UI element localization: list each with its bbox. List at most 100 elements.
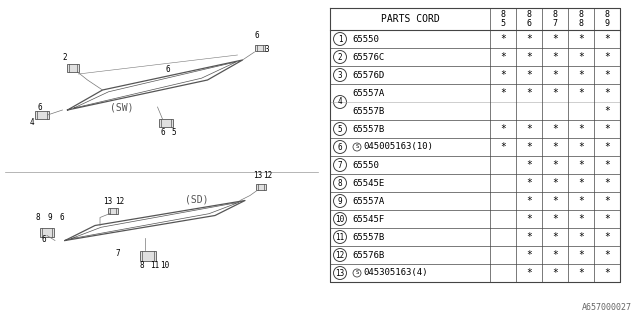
Text: *: * bbox=[526, 160, 532, 170]
Text: 65557A: 65557A bbox=[352, 89, 384, 98]
Text: 6: 6 bbox=[161, 128, 165, 137]
Text: 7: 7 bbox=[115, 249, 120, 258]
Text: *: * bbox=[604, 142, 610, 152]
Text: 6: 6 bbox=[338, 142, 342, 151]
Text: 3: 3 bbox=[264, 45, 269, 54]
Text: *: * bbox=[552, 52, 558, 62]
Text: 8: 8 bbox=[527, 10, 531, 19]
Text: *: * bbox=[578, 178, 584, 188]
Text: *: * bbox=[552, 178, 558, 188]
Text: *: * bbox=[604, 106, 610, 116]
Text: *: * bbox=[604, 52, 610, 62]
Bar bbox=[256, 183, 266, 189]
Text: 8: 8 bbox=[35, 213, 40, 222]
Text: 65576B: 65576B bbox=[352, 251, 384, 260]
Text: 10: 10 bbox=[335, 214, 344, 223]
Text: *: * bbox=[552, 268, 558, 278]
Text: 65576C: 65576C bbox=[352, 52, 384, 61]
Text: 8: 8 bbox=[338, 179, 342, 188]
Text: *: * bbox=[604, 70, 610, 80]
Text: 13: 13 bbox=[335, 268, 344, 277]
Text: (SW): (SW) bbox=[110, 102, 134, 112]
Text: 65576D: 65576D bbox=[352, 70, 384, 79]
Text: *: * bbox=[526, 214, 532, 224]
Text: 7: 7 bbox=[552, 19, 557, 28]
Text: 65557B: 65557B bbox=[352, 107, 384, 116]
Bar bbox=[40, 228, 54, 237]
Text: *: * bbox=[526, 34, 532, 44]
Text: *: * bbox=[578, 88, 584, 98]
Text: *: * bbox=[500, 70, 506, 80]
Text: 6: 6 bbox=[41, 236, 45, 244]
Bar bbox=[159, 119, 173, 127]
Text: *: * bbox=[604, 124, 610, 134]
Text: 65557B: 65557B bbox=[352, 233, 384, 242]
Bar bbox=[67, 64, 79, 72]
Text: 65557A: 65557A bbox=[352, 196, 384, 205]
Text: *: * bbox=[578, 70, 584, 80]
Text: *: * bbox=[578, 124, 584, 134]
Text: *: * bbox=[526, 232, 532, 242]
Text: *: * bbox=[604, 232, 610, 242]
Text: *: * bbox=[552, 160, 558, 170]
Text: *: * bbox=[552, 196, 558, 206]
Text: *: * bbox=[526, 196, 532, 206]
Text: *: * bbox=[578, 268, 584, 278]
Text: *: * bbox=[526, 142, 532, 152]
Text: *: * bbox=[578, 196, 584, 206]
Text: 65550: 65550 bbox=[352, 161, 379, 170]
Text: 8: 8 bbox=[579, 19, 584, 28]
Text: 65550: 65550 bbox=[352, 35, 379, 44]
Text: 12: 12 bbox=[115, 196, 124, 205]
Text: 1: 1 bbox=[338, 35, 342, 44]
Text: *: * bbox=[604, 34, 610, 44]
Text: *: * bbox=[500, 142, 506, 152]
Text: *: * bbox=[578, 250, 584, 260]
Text: 7: 7 bbox=[338, 161, 342, 170]
Text: 13: 13 bbox=[103, 196, 112, 205]
Text: 2: 2 bbox=[338, 52, 342, 61]
Text: *: * bbox=[604, 160, 610, 170]
Text: 9: 9 bbox=[47, 213, 52, 222]
Text: 2: 2 bbox=[63, 53, 67, 62]
Bar bbox=[140, 251, 156, 261]
Text: 65545E: 65545E bbox=[352, 179, 384, 188]
Text: 8: 8 bbox=[500, 10, 506, 19]
Bar bbox=[255, 45, 264, 51]
Bar bbox=[35, 111, 49, 119]
Text: 4: 4 bbox=[29, 118, 34, 127]
Text: *: * bbox=[604, 250, 610, 260]
Text: *: * bbox=[578, 160, 584, 170]
Text: *: * bbox=[578, 34, 584, 44]
Text: *: * bbox=[604, 268, 610, 278]
Text: *: * bbox=[578, 142, 584, 152]
Text: *: * bbox=[552, 124, 558, 134]
Text: *: * bbox=[604, 214, 610, 224]
Text: 8: 8 bbox=[579, 10, 584, 19]
Text: *: * bbox=[578, 52, 584, 62]
Text: *: * bbox=[578, 232, 584, 242]
Text: 5: 5 bbox=[338, 124, 342, 133]
Text: S: S bbox=[355, 145, 358, 149]
Text: 11: 11 bbox=[150, 261, 159, 270]
Bar bbox=[108, 207, 118, 213]
Text: 13: 13 bbox=[253, 172, 262, 180]
Text: 6: 6 bbox=[38, 103, 42, 112]
Text: *: * bbox=[552, 70, 558, 80]
Text: *: * bbox=[526, 178, 532, 188]
Text: 6: 6 bbox=[255, 31, 259, 40]
Text: 9: 9 bbox=[338, 196, 342, 205]
Text: S: S bbox=[355, 270, 358, 276]
Text: *: * bbox=[500, 124, 506, 134]
Text: 5: 5 bbox=[500, 19, 506, 28]
Text: *: * bbox=[552, 142, 558, 152]
Text: A657000027: A657000027 bbox=[582, 303, 632, 312]
Text: *: * bbox=[552, 250, 558, 260]
Text: 11: 11 bbox=[335, 233, 344, 242]
Text: 8: 8 bbox=[605, 10, 609, 19]
Text: *: * bbox=[526, 70, 532, 80]
Text: (SD): (SD) bbox=[185, 195, 209, 205]
Text: 8: 8 bbox=[552, 10, 557, 19]
Text: 9: 9 bbox=[605, 19, 609, 28]
Text: *: * bbox=[552, 34, 558, 44]
